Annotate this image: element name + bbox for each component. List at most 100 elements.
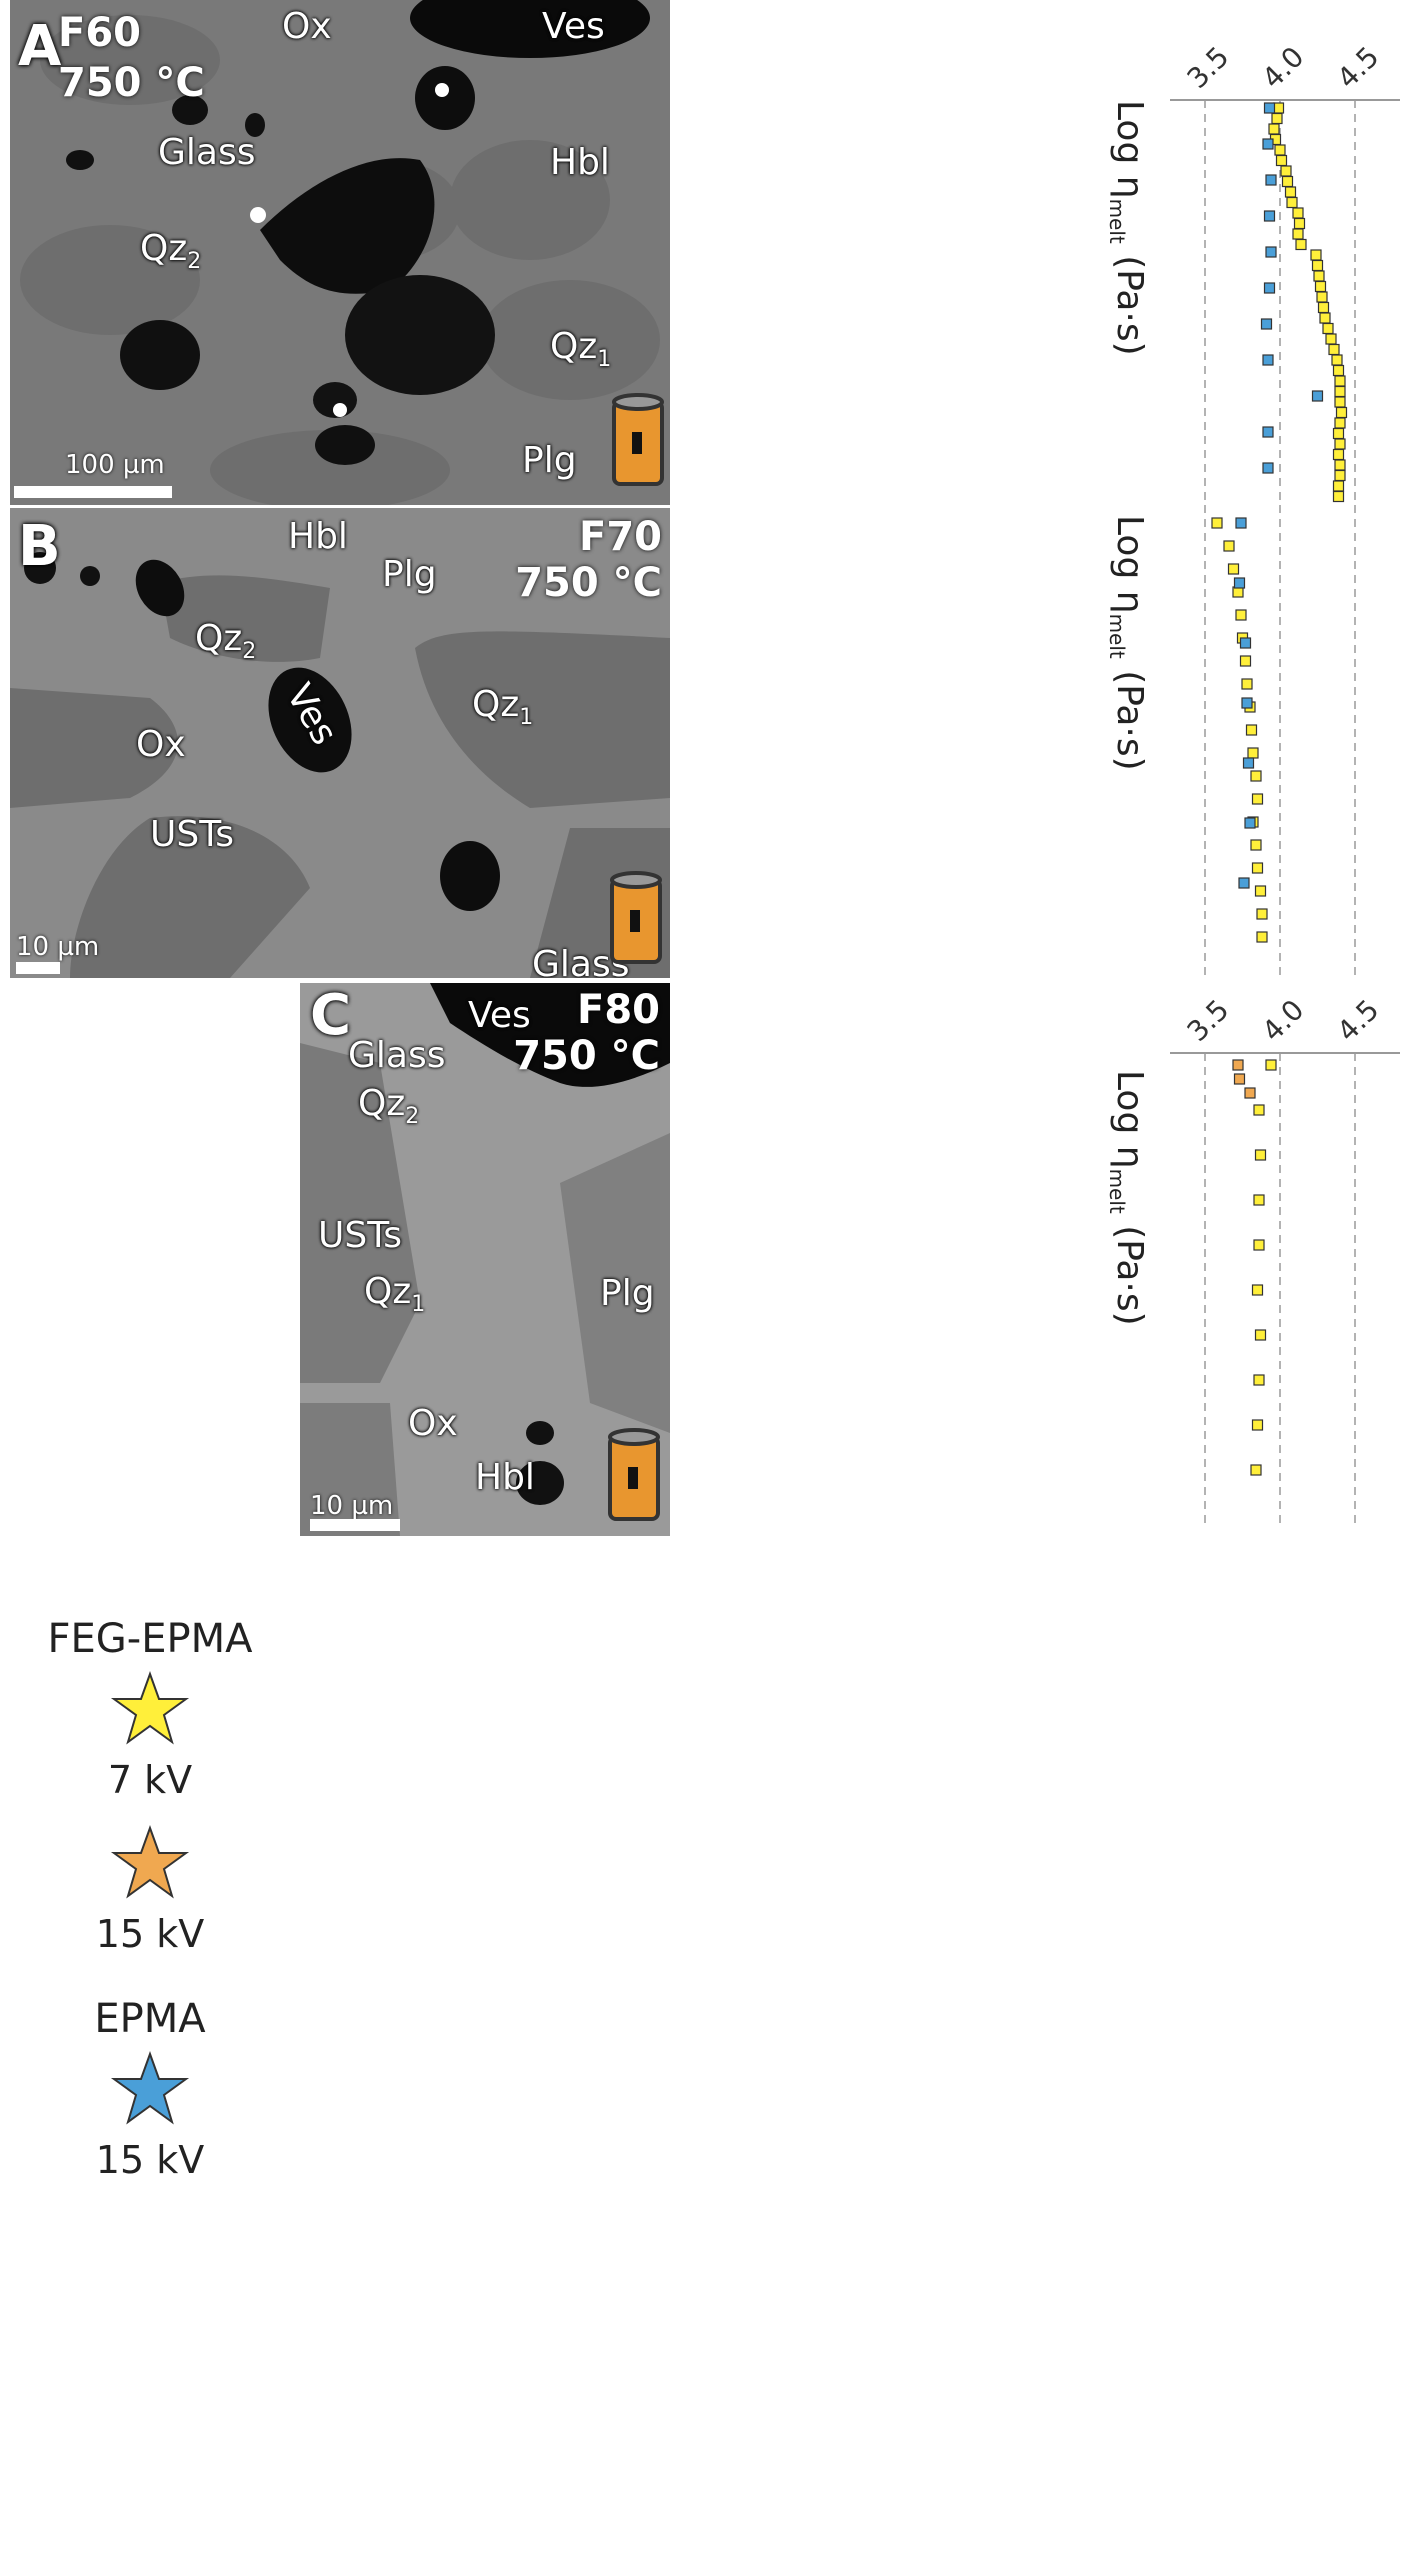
data-point-epma15: [1262, 138, 1274, 150]
data-point-feg7: [1334, 459, 1346, 471]
label-qz2: Qz2: [140, 228, 202, 275]
data-point-feg7: [1332, 490, 1345, 503]
legend-label-15kv-epma: 15 kV: [95, 2138, 205, 2182]
legend-label-7kv: 7 kV: [107, 1758, 193, 1802]
data-point-feg7: [1253, 1194, 1265, 1206]
data-point-feg7: [1334, 469, 1346, 482]
label-plg: Plg: [522, 440, 577, 481]
data-point-epma15: [1262, 462, 1274, 474]
data-point-feg7: [1334, 385, 1346, 398]
data-point-epma15: [1263, 282, 1276, 294]
data-point-feg7: [1332, 427, 1345, 440]
data-point-epma15: [1262, 426, 1274, 438]
legend-title-feg-epma: FEG-EPMA: [47, 1616, 253, 1662]
data-point-epma15: [1265, 174, 1277, 186]
tick-label: 4.5: [1331, 40, 1386, 95]
panel-a-image: A F60 750 °C Ox Ves Glass Hbl Qz2 Qz1 Pl…: [10, 0, 670, 505]
label-qz2: Qz2: [358, 1083, 420, 1130]
panel-c-scalebar: [310, 1519, 400, 1531]
axis-title-a: Log ηmelt (Pa·s): [1104, 100, 1150, 356]
data-point-feg7: [1286, 196, 1298, 209]
data-point-feg7: [1265, 1059, 1277, 1071]
data-point-feg7: [1311, 259, 1324, 272]
tick-label: 4.5: [1331, 993, 1386, 1048]
data-point-feg7: [1254, 1149, 1267, 1161]
data-point-feg7: [1328, 343, 1340, 356]
data-point-feg7: [1253, 1374, 1265, 1386]
data-point-feg7: [1250, 1464, 1262, 1476]
data-point-feg7: [1247, 747, 1259, 759]
label-glass: Glass: [348, 1035, 446, 1076]
label-ox: Ox: [282, 6, 332, 47]
data-point-feg7: [1280, 165, 1292, 177]
data-point-epma15: [1265, 246, 1277, 258]
label-qz1: Qz1: [364, 1271, 426, 1318]
data-point-feg7: [1334, 396, 1346, 408]
panel-a-letter: A: [18, 14, 62, 79]
panel-c-sample: F80: [577, 987, 660, 1033]
data-point-feg7: [1211, 517, 1223, 529]
label-qz2: Qz2: [195, 618, 257, 665]
data-point-feg15: [1232, 1059, 1244, 1071]
data-point-epma15: [1242, 757, 1255, 769]
viscosity-chart-c: 3.5 4.0 4.5: [1170, 993, 1400, 1525]
legend-star-epma-15kv: [110, 2051, 190, 2125]
data-point-feg7: [1251, 1419, 1264, 1431]
data-point-feg7: [1245, 724, 1258, 736]
data-point-feg7: [1325, 333, 1337, 345]
data-point-feg7: [1235, 609, 1247, 621]
data-point-feg7: [1250, 839, 1262, 851]
panel-b-micrograph: [10, 508, 670, 978]
data-point-feg7: [1332, 364, 1345, 377]
panel-b-scalebar: [16, 962, 60, 974]
label-ox: Ox: [408, 1403, 458, 1444]
data-point-feg7: [1292, 207, 1304, 219]
label-usts: USTs: [318, 1215, 402, 1256]
panel-a-micrograph: [10, 0, 670, 505]
legend-star-feg-7kv: [110, 1671, 190, 1745]
legend-label-15kv-feg: 15 kV: [95, 1912, 205, 1956]
label-qz1: Qz1: [550, 326, 612, 373]
data-point-feg7: [1331, 354, 1343, 366]
panel-b-sample: F70: [579, 514, 662, 560]
data-point-feg7: [1227, 563, 1240, 575]
data-point-feg7: [1332, 480, 1345, 492]
data-point-feg7: [1275, 154, 1288, 167]
data-point-feg15: [1244, 1087, 1256, 1099]
tick-label: 4.0: [1256, 993, 1311, 1048]
data-point-feg7: [1223, 540, 1235, 552]
data-point-feg7: [1256, 908, 1268, 920]
data-point-feg7: [1334, 417, 1346, 429]
data-point-epma15: [1311, 390, 1324, 402]
panel-c-sample-icon: [608, 1428, 660, 1521]
panel-c-letter: C: [310, 983, 352, 1048]
data-point-feg7: [1284, 186, 1297, 198]
tick-label: 3.5: [1181, 993, 1236, 1048]
data-point-feg7: [1251, 793, 1264, 805]
label-qz1: Qz1: [472, 684, 534, 731]
data-point-feg7: [1319, 312, 1331, 324]
data-point-feg15: [1233, 1073, 1246, 1085]
viscosity-chart-b: [1204, 505, 1356, 980]
panel-b-temperature: 750 °C: [515, 560, 662, 606]
data-point-epma15: [1235, 517, 1247, 529]
data-point-feg7: [1334, 375, 1346, 387]
data-point-feg7: [1254, 1329, 1267, 1341]
data-point-feg7: [1271, 112, 1283, 125]
panel-b-image: B F70 750 °C Hbl Plg Qz2 Ves Qz1 Ox USTs…: [10, 508, 670, 978]
data-point-feg7: [1251, 862, 1264, 874]
panel-a-temperature: 750 °C: [58, 60, 205, 106]
label-hbl: Hbl: [475, 1457, 535, 1498]
panel-c-scalebar-label: 10 µm: [310, 1491, 394, 1521]
panel-a-sample: F60: [58, 10, 141, 56]
data-point-feg7: [1274, 144, 1286, 156]
label-glass: Glass: [158, 132, 256, 173]
data-point-feg7: [1310, 249, 1322, 261]
data-point-feg7: [1314, 280, 1327, 293]
panel-b-scalebar-label: 10 µm: [16, 932, 100, 962]
data-point-feg7: [1251, 1284, 1264, 1296]
data-point-feg7: [1250, 770, 1262, 782]
data-point-feg7: [1268, 123, 1280, 135]
data-point-feg7: [1335, 406, 1348, 419]
panel-c-micrograph: [300, 983, 670, 1536]
